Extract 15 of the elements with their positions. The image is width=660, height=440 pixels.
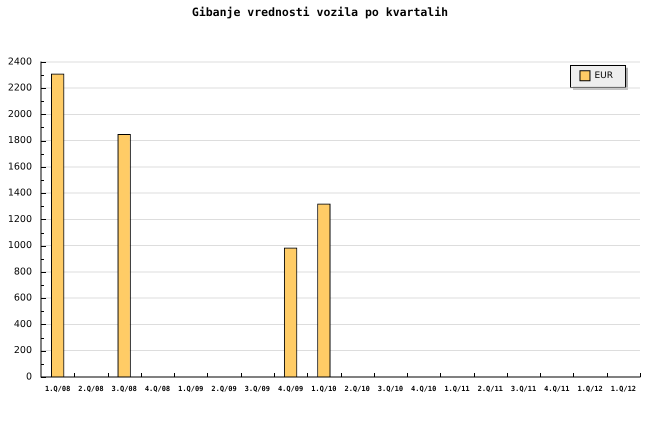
y-tick-label: 1800 — [8, 135, 32, 146]
y-tick-label: 1400 — [8, 188, 32, 199]
y-tick-label: 1200 — [8, 214, 32, 225]
y-tick-label: 0 — [26, 371, 32, 382]
y-tick-label: 2000 — [8, 108, 32, 120]
chart-title: Gibanje vrednosti vozila po kvartalih — [192, 4, 448, 19]
y-tick-label: 400 — [14, 318, 32, 330]
y-tick-label: 2400 — [8, 56, 32, 68]
y-tick-label: 2200 — [8, 82, 32, 94]
y-tick-label: 600 — [14, 292, 32, 304]
y-tick-label: 1000 — [8, 240, 32, 252]
y-tick-label: 800 — [14, 266, 32, 278]
legend-label: EUR — [594, 71, 614, 82]
y-tick-label: 1600 — [8, 161, 32, 172]
y-tick-label: 200 — [14, 345, 32, 356]
